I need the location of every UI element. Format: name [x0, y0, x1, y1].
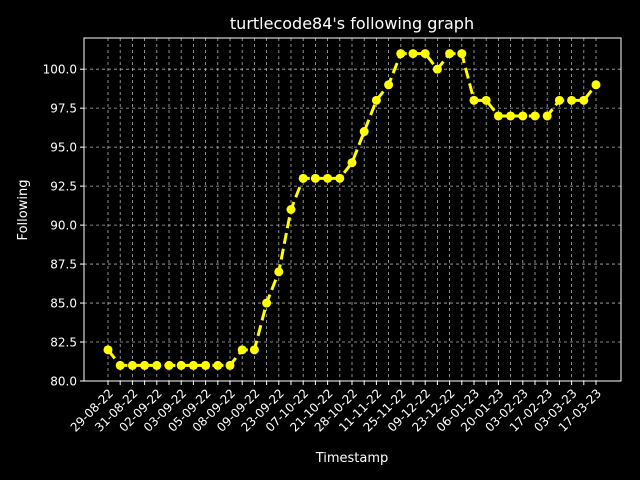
data-point [408, 49, 418, 59]
data-point [432, 64, 442, 74]
data-point [127, 360, 137, 370]
y-tick-label: 87.5 [50, 258, 77, 272]
data-point [420, 49, 430, 59]
data-point [347, 158, 357, 168]
data-point [274, 267, 284, 277]
data-point [481, 95, 491, 105]
data-point [542, 111, 552, 121]
data-point [249, 345, 259, 355]
data-point [396, 49, 406, 59]
chart-title: turtlecode84's following graph [230, 14, 474, 33]
data-point [310, 173, 320, 183]
y-tick-label: 95.0 [50, 141, 77, 155]
data-point [371, 95, 381, 105]
data-point [103, 345, 113, 355]
data-point [323, 173, 333, 183]
data-point [262, 298, 272, 308]
y-tick-label: 90.0 [50, 219, 77, 233]
data-point [188, 360, 198, 370]
data-point [176, 360, 186, 370]
data-point [567, 95, 577, 105]
data-point [445, 49, 455, 59]
data-point [237, 345, 247, 355]
y-tick-label: 80.0 [50, 375, 77, 389]
y-axis: 80.0 82.5 85.0 87.5 90.0 92.5 95.0 97.5 100.0 [43, 63, 84, 389]
data-point [152, 360, 162, 370]
data-point [286, 205, 296, 214]
data-point [384, 80, 394, 90]
data-point [115, 360, 125, 370]
y-tick-label: 100.0 [43, 63, 77, 77]
y-tick-label: 92.5 [50, 180, 77, 194]
data-point [493, 111, 503, 121]
data-point [359, 127, 369, 137]
x-axis-label: Timestamp [315, 451, 389, 466]
data-point [213, 360, 223, 370]
y-tick-label: 85.0 [50, 297, 77, 311]
series-following [103, 49, 601, 370]
data-point [140, 360, 150, 370]
y-axis-label: Following [16, 180, 31, 241]
data-point [518, 111, 528, 121]
data-point [554, 95, 564, 105]
data-point [298, 173, 308, 183]
data-point [225, 360, 235, 370]
data-point [457, 49, 467, 59]
data-point [201, 360, 211, 370]
y-tick-label: 82.5 [50, 336, 77, 350]
data-point [335, 173, 345, 183]
data-point [469, 95, 479, 105]
data-point [591, 80, 601, 90]
data-point [506, 111, 516, 121]
data-point [579, 95, 589, 105]
data-point [530, 111, 540, 121]
data-point [164, 360, 174, 370]
y-tick-label: 97.5 [50, 102, 77, 116]
